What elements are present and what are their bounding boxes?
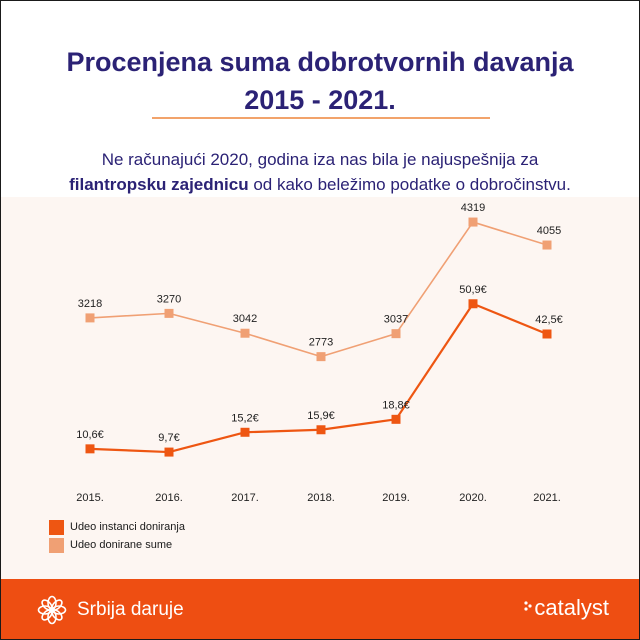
data-label-instances-1: 9,7€ [158, 432, 179, 444]
data-point-sum-5 [468, 217, 478, 227]
srbija-daruje-text: Srbija daruje [77, 599, 184, 620]
line-chart: 3218 3270 3042 2773 3037 4319 4055 10,6€ 9,7€ 15,… [76, 202, 563, 504]
legend-item-instances: Udeo instanci doniranja [49, 518, 185, 536]
legend-label-sum: Udeo donirane sume [70, 539, 173, 551]
x-tick-label-3: 2018. [307, 492, 335, 504]
data-label-instances-0: 10,6€ [76, 429, 104, 441]
data-label-sum-4: 3037 [384, 314, 408, 326]
x-tick-label-1: 2016. [155, 492, 183, 504]
data-label-sum-2: 3042 [233, 313, 257, 325]
data-point-sum-3 [316, 352, 326, 362]
subtitle-rest: od kako beležimo podatke o dobročinstvu. [248, 175, 571, 194]
footer-bar: Srbija daruje catalyst [1, 579, 639, 639]
data-point-sum-4 [391, 329, 401, 339]
page-title: Procenjena suma dobrotvornih davanja 201… [1, 43, 639, 119]
data-label-instances-5: 50,9€ [459, 284, 487, 296]
data-label-sum-5: 4319 [461, 202, 485, 214]
header-area: Procenjena suma dobrotvornih davanja 201… [1, 1, 639, 197]
data-point-instances-4 [391, 414, 401, 424]
data-label-sum-6: 4055 [537, 225, 561, 237]
legend-label-instances: Udeo instanci doniranja [70, 521, 185, 533]
subtitle: Ne računajući 2020, godina iza nas bila … [1, 147, 639, 197]
legend-item-sum: Udeo donirane sume [49, 536, 185, 554]
x-tick-label-2: 2017. [231, 492, 259, 504]
data-label-sum-1: 3270 [157, 293, 181, 305]
data-point-sum-2 [240, 328, 250, 338]
data-label-instances-2: 15,2€ [231, 412, 259, 424]
legend-swatch-sum [49, 537, 64, 553]
data-label-instances-4: 18,8€ [382, 399, 410, 411]
data-point-sum-6 [542, 240, 552, 250]
data-label-instances-3: 15,9€ [307, 410, 335, 422]
data-point-instances-0 [85, 444, 95, 454]
data-point-sum-1 [164, 308, 174, 318]
data-label-sum-0: 3218 [78, 298, 102, 310]
title-divider [152, 117, 490, 119]
data-label-sum-3: 2773 [309, 337, 333, 349]
data-point-instances-6 [542, 329, 552, 339]
data-point-instances-3 [316, 425, 326, 435]
catalyst-logo: catalyst [523, 595, 609, 621]
x-tick-label-5: 2020. [459, 492, 487, 504]
data-point-instances-5 [468, 299, 478, 309]
data-point-sum-0 [85, 313, 95, 323]
srbija-daruje-logo: Srbija daruje [37, 595, 184, 625]
subtitle-bold: filantropsku zajednicu [69, 175, 249, 194]
x-tick-label-4: 2019. [382, 492, 410, 504]
data-point-instances-2 [240, 427, 250, 437]
legend-swatch-instances [49, 519, 64, 535]
chart-legend: Udeo instanci doniranja Udeo donirane su… [49, 518, 185, 554]
subtitle-line-1: Ne računajući 2020, godina iza nas bila … [101, 150, 539, 169]
flower-icon [37, 595, 67, 625]
title-line-2: 2015 - 2021. [244, 85, 396, 115]
catalyst-text: catalyst [534, 595, 609, 620]
x-tick-label-0: 2015. [76, 492, 104, 504]
data-label-instances-6: 42,5€ [535, 314, 563, 326]
catalyst-dots-icon [524, 601, 533, 611]
data-point-instances-1 [164, 447, 174, 457]
title-line-1: Procenjena suma dobrotvornih davanja [66, 47, 574, 77]
x-tick-label-6: 2021. [533, 492, 561, 504]
subtitle-line-2: filantropsku zajednicu od kako beležimo … [1, 172, 639, 197]
